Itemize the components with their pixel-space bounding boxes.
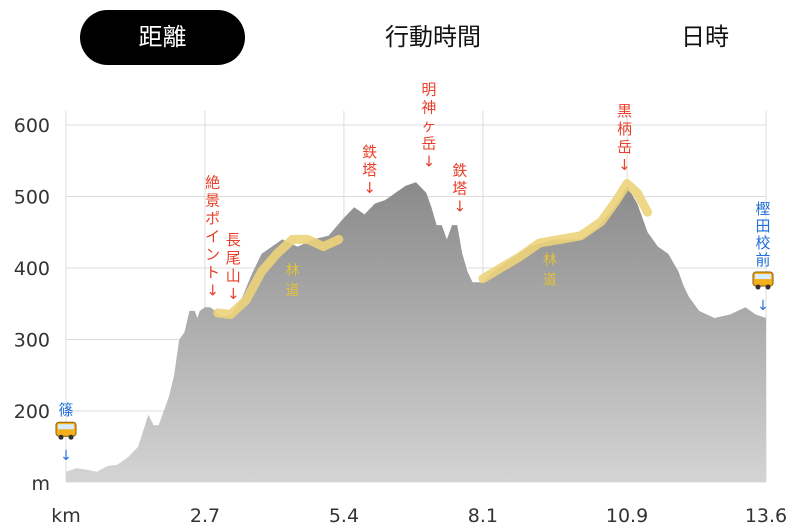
landmark-label: ヶ [421,117,436,135]
landmark-label: ン [205,245,220,263]
y-tick-label: 300 [14,330,50,352]
landmark-label: イ [205,227,220,245]
forest-road-label: 道 [543,272,557,288]
landmark-label: ポ [205,209,220,227]
tab-distance[interactable]: 距離 [80,10,245,65]
landmark-label: 尾 [226,249,241,267]
bus-stop-label: 樫 [755,200,770,218]
x-tick-label: 5.4 [329,505,359,527]
landmark-label: 黒 [617,102,632,120]
landmark-label: 鉄 [452,162,467,180]
y-tick-label: 500 [14,187,50,209]
bus-icon-wheel [68,434,74,440]
landmark-label: 長 [226,231,241,249]
x-tick-label: 8.1 [468,505,498,527]
x-axis-unit: km [51,505,81,527]
forest-road-line [478,179,653,284]
landmark-label: 明 [421,81,436,99]
landmark-label: 山 [226,267,241,285]
bus-icon-wheel [765,284,771,290]
down-arrow-icon: ↓ [363,179,376,197]
landmark-label: 絶 [205,173,220,191]
bus-icon-wheel [58,434,64,440]
y-tick-label: 400 [14,258,50,280]
bus-icon-window [58,424,74,430]
tab-moving-time[interactable]: 行動時間 [385,23,481,51]
landmark-label: 神 [421,99,436,117]
landmark-label: 塔 [362,161,377,179]
landmark-label: ト [205,263,220,281]
landmark-label: 岳 [421,135,436,153]
down-arrow-icon: ↓ [227,285,240,303]
x-tick-label: 10.9 [606,505,648,527]
forest-road-label: 林 [285,263,299,279]
bus-stop-label: 田 [755,217,770,235]
tab-date-time[interactable]: 日時 [681,23,729,51]
forest-road-label: 林 [543,252,557,268]
elevation-area [66,182,766,482]
down-arrow-icon: ↓ [757,298,769,314]
down-arrow-icon: ↓ [618,156,631,174]
down-arrow-icon: ↓ [423,153,436,171]
landmark-label: 岳 [617,138,632,156]
y-tick-label: 600 [14,115,50,137]
bus-stop-label: 前 [755,251,770,269]
down-arrow-icon: ↓ [60,448,72,464]
forest-road-label: 道 [285,283,299,299]
forest-road-line [213,234,344,319]
down-arrow-icon: ↓ [453,198,466,216]
x-tick-label: 2.7 [190,505,220,527]
landmark-label: 景 [205,191,220,209]
tab-bar: 距離 行動時間 日時 [0,10,800,65]
bus-icon-wheel [755,284,761,290]
landmark-label: 鉄 [362,143,377,161]
down-arrow-icon: ↓ [206,281,219,299]
y-axis-unit: m [31,473,50,495]
bus-stop-label: 篠 [58,401,73,419]
bus-stop-label: 校 [755,234,770,252]
landmark-label: 柄 [617,120,632,138]
landmark-label: 塔 [452,180,467,198]
y-tick-label: 200 [14,401,50,423]
bus-icon-window [755,274,771,280]
x-tick-label: 13.6 [745,505,787,527]
